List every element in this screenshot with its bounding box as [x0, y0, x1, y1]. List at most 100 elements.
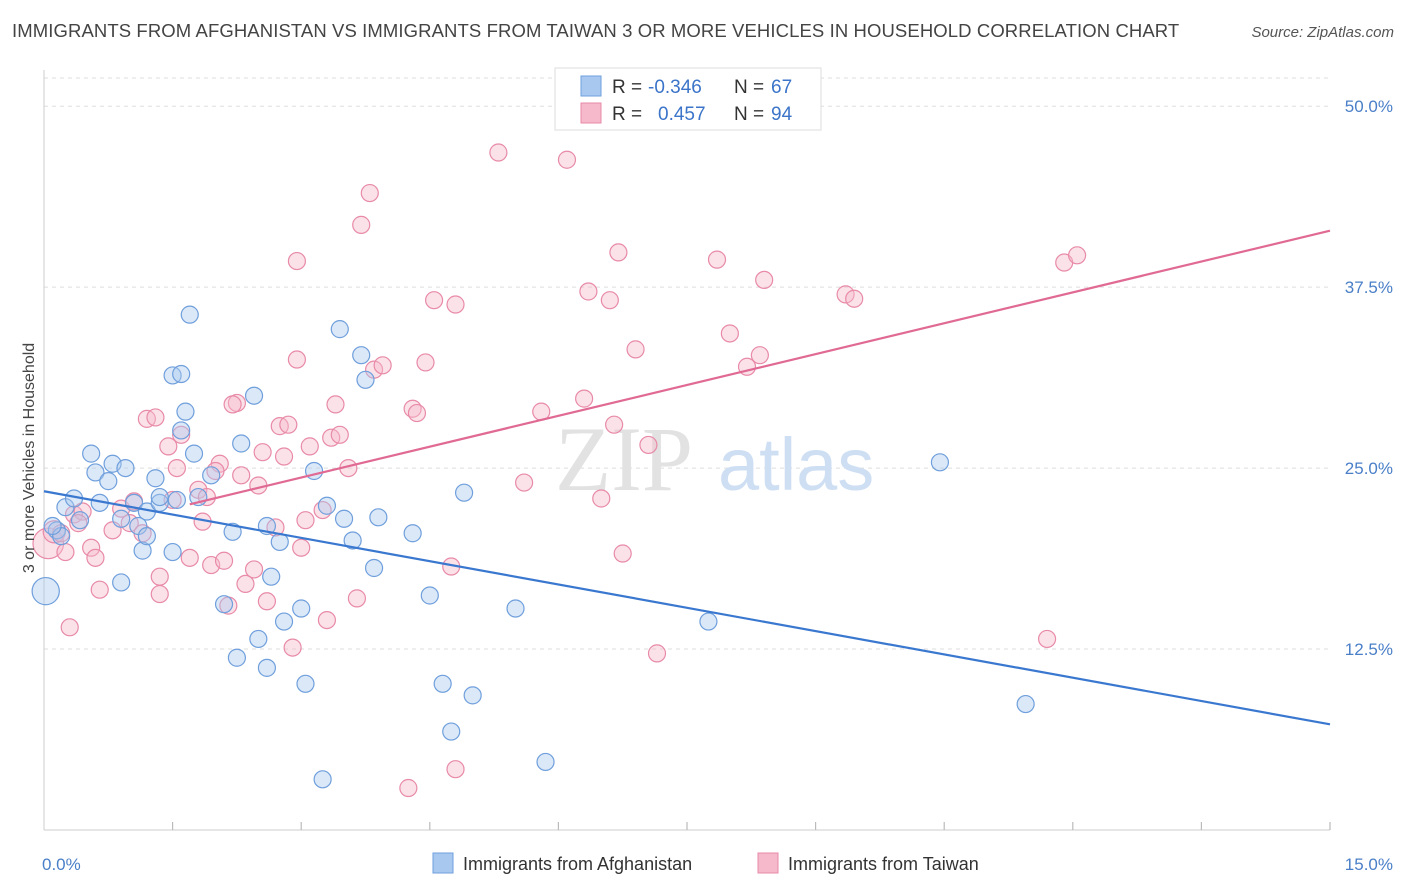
bottom-legend-swatch-afghanistan [432, 852, 454, 874]
taiwan-point [236, 574, 255, 594]
taiwan-point [720, 324, 739, 343]
taiwan-point [150, 567, 169, 586]
taiwan-point [56, 542, 75, 562]
taiwan-point [279, 415, 298, 434]
taiwan-point [283, 638, 302, 657]
taiwan-point [257, 592, 277, 611]
bottom-legend-afghanistan: Immigrants from Afghanistan [463, 854, 692, 874]
taiwan-point [424, 291, 444, 310]
afghanistan-point [137, 527, 156, 546]
taiwan-point [446, 295, 465, 314]
legend-swatch-taiwan [580, 102, 602, 124]
afghanistan-point [352, 346, 371, 365]
taiwan-point [300, 437, 319, 456]
grid-lines [44, 77, 1330, 650]
x-tick-label: 15.0% [1345, 855, 1393, 874]
taiwan-point [167, 458, 186, 478]
afghanistan-point [223, 522, 242, 541]
watermark: ZIP atlas [555, 408, 874, 510]
afghanistan-point [536, 752, 555, 772]
afghanistan-point [317, 496, 337, 515]
afghanistan-point [172, 364, 191, 384]
trend-lines [43, 229, 1331, 726]
taiwan-point [373, 356, 392, 375]
taiwan-point [180, 548, 199, 567]
taiwan-point [82, 538, 101, 557]
afghanistan-point [262, 567, 281, 586]
taiwan-point [244, 560, 264, 579]
legend-r-label: R = [612, 104, 642, 125]
afghanistan-point [356, 370, 375, 389]
afghanistan-point [133, 541, 152, 560]
afghanistan-point [292, 599, 311, 618]
bottom-legend: Immigrants from Afghanistan Immigrants f… [432, 852, 979, 874]
chart-title: IMMIGRANTS FROM AFGHANISTAN VS IMMIGRANT… [12, 20, 1180, 41]
taiwan-point [214, 551, 234, 570]
afghanistan-point [150, 487, 169, 507]
taiwan-point [416, 353, 435, 372]
taiwan-point [287, 251, 307, 271]
afghanistan-point [232, 434, 251, 453]
afghanistan-trend-line [43, 490, 1331, 726]
afghanistan-point [403, 524, 422, 543]
taiwan-point [613, 544, 632, 563]
x-tick-label: 0.0% [42, 855, 81, 874]
afghanistan-point [82, 444, 101, 463]
afghanistan-point [296, 674, 315, 693]
y-tick-label: 25.0% [1345, 459, 1393, 478]
afghanistan-point [99, 472, 118, 491]
afghanistan-point [184, 444, 204, 463]
afghanistan-point [167, 490, 186, 510]
afghanistan-point [699, 612, 718, 631]
legend-r-value: 0.457 [658, 104, 706, 125]
afghanistan-point [146, 469, 165, 488]
taiwan-point [399, 778, 418, 798]
taiwan-point [60, 618, 79, 637]
afghanistan-point [454, 483, 474, 502]
afghanistan-point [176, 402, 195, 421]
afghanistan-point [1016, 694, 1035, 714]
afghanistan-point [244, 386, 264, 405]
taiwan-point [90, 580, 109, 599]
afghanistan-point [274, 612, 294, 631]
taiwan-point [253, 443, 272, 462]
taiwan-point [172, 425, 191, 444]
taiwan-point [515, 473, 534, 492]
taiwan-trend-line [189, 229, 1331, 506]
legend-n-value: 94 [771, 104, 793, 125]
y-tick-labels: 12.5% 25.0% 37.5% 50.0% [1345, 97, 1393, 659]
y-tick-label: 12.5% [1345, 640, 1393, 659]
taiwan-point [317, 610, 337, 630]
afghanistan-point [112, 509, 131, 528]
taiwan-point [360, 183, 379, 203]
taiwan-point [69, 514, 88, 533]
legend-r-value: -0.346 [648, 77, 702, 98]
taiwan-point [326, 395, 345, 414]
bottom-legend-taiwan: Immigrants from Taiwan [788, 854, 979, 874]
afghanistan-point [227, 648, 246, 667]
taiwan-point [223, 395, 242, 414]
y-axis-label: 3 or more Vehicles in Household [21, 343, 38, 573]
taiwan-point [845, 289, 864, 308]
taiwan-point [1067, 246, 1087, 265]
legend-n-label: N = [734, 77, 764, 98]
afghanistan-point [249, 629, 268, 649]
afghanistan-point [163, 542, 182, 562]
taiwan-point [159, 437, 178, 456]
taiwan-point [575, 389, 594, 408]
taiwan-point [232, 466, 251, 485]
taiwan-point [446, 760, 465, 779]
taiwan-point [639, 435, 658, 455]
taiwan-point [609, 243, 628, 262]
afghanistan-point [369, 508, 388, 527]
taiwan-point [707, 250, 727, 269]
y-tick-label: 37.5% [1345, 278, 1393, 297]
taiwan-point [292, 538, 311, 557]
taiwan-point [347, 589, 367, 608]
taiwan-point [557, 150, 577, 169]
bottom-legend-swatch-taiwan [757, 852, 779, 874]
afghanistan-point [172, 421, 191, 440]
taiwan-point [296, 511, 315, 530]
taiwan-point [626, 340, 645, 359]
afghanistan-point [334, 509, 354, 528]
